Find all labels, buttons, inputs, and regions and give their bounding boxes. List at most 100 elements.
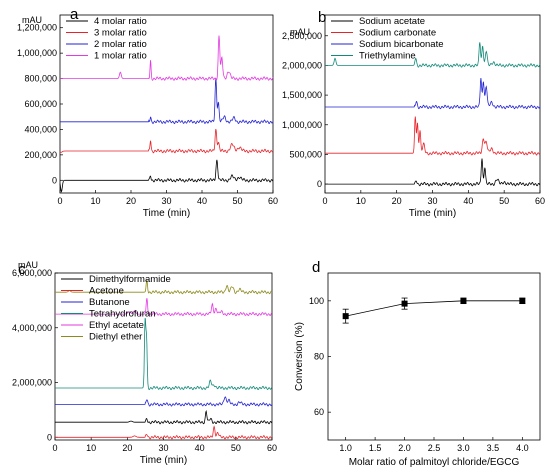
x-tick-label: 50 <box>231 443 241 453</box>
x-tick-label: 40 <box>463 196 473 206</box>
series-line-4 <box>55 298 272 317</box>
data-point <box>519 297 526 304</box>
legend-entry: Diethyl ether <box>89 332 142 343</box>
x-tick-label: 20 <box>126 196 136 206</box>
legend-entry: Acetone <box>89 286 124 297</box>
legend-entry: Tetrahydrofuran <box>89 309 156 320</box>
x-axis-label: Time (min) <box>409 208 456 219</box>
x-tick-label: 3.5 <box>487 443 500 453</box>
y-tick-label: 100 <box>309 296 324 306</box>
y-unit-label: mAU <box>290 27 310 37</box>
series-line-0 <box>55 409 273 425</box>
x-tick-label: 0 <box>322 196 327 206</box>
x-tick-label: 2.0 <box>398 443 411 453</box>
y-unit-label: mAU <box>18 260 38 270</box>
y-tick-label: 1,200,000 <box>17 23 57 33</box>
x-tick-label: 40 <box>195 443 205 453</box>
legend-entry: 2 molar ratio <box>94 39 147 50</box>
x-axis-label: Time (min) <box>143 208 190 219</box>
legend-entry: Triethylamine <box>359 51 416 62</box>
x-tick-label: 3.0 <box>457 443 470 453</box>
y-tick-label: 1,000,000 <box>282 120 322 130</box>
panel-a: a mAU 0 10 20 30 40 50 60 0 200,000 400,000 600,000 8… <box>17 6 278 219</box>
series-line-2 <box>60 78 274 125</box>
y-tick-label: 2,500,000 <box>282 31 322 41</box>
series-line-1 <box>59 128 274 154</box>
data-point <box>342 313 349 320</box>
y-axis-label: Conversion (%) <box>294 322 305 391</box>
legend-entry: 1 molar ratio <box>94 51 147 62</box>
x-axis-label: Time (min) <box>140 455 187 466</box>
y-tick-label: 500,000 <box>289 149 322 159</box>
y-unit-label: mAU <box>22 15 42 25</box>
data-point <box>401 300 408 307</box>
legend-entry: 4 molar ratio <box>94 16 147 27</box>
series-line-2 <box>325 78 541 110</box>
legend-entry: Sodium bicarbonate <box>359 39 444 50</box>
x-tick-label: 30 <box>161 196 171 206</box>
panel-label-c: c <box>18 261 26 278</box>
x-tick-label: 60 <box>267 443 277 453</box>
y-tick-label: 2,000,000 <box>12 378 52 388</box>
y-tick-label: 400,000 <box>24 124 57 134</box>
y-tick-label: 80 <box>314 352 324 362</box>
x-tick-label: 2.5 <box>428 443 441 453</box>
x-tick-label: 10 <box>86 443 96 453</box>
x-axis-label: Molar ratio of palmitoyl chloride/EGCG <box>349 457 520 468</box>
x-tick-label: 20 <box>392 196 402 206</box>
legend-entry: Ethyl acetate <box>89 320 144 331</box>
plot-frame <box>327 272 541 441</box>
series-line-1 <box>55 425 273 440</box>
y-tick-label: 60 <box>314 407 324 417</box>
x-tick-label: 0 <box>57 196 62 206</box>
panel-label-b: b <box>318 9 326 26</box>
data-point <box>460 297 467 304</box>
series-line-5 <box>55 280 273 295</box>
x-tick-label: 10 <box>90 196 100 206</box>
data-line <box>345 300 523 317</box>
x-tick-label: 20 <box>122 443 132 453</box>
x-tick-label: 40 <box>197 196 207 206</box>
x-tick-label: 30 <box>427 196 437 206</box>
y-tick-label: 2,000,000 <box>282 60 322 70</box>
y-tick-label: 800,000 <box>24 74 57 84</box>
legend-entry: 3 molar ratio <box>94 28 147 39</box>
legend-entry: Butanone <box>89 297 130 308</box>
y-tick-label: 200,000 <box>24 150 57 160</box>
x-tick-label: 60 <box>535 196 545 206</box>
x-tick-label: 10 <box>356 196 366 206</box>
y-tick-label: 4,000,000 <box>12 323 52 333</box>
legend-entry: Dimethylformamide <box>89 274 171 285</box>
panel-label-a: a <box>70 6 79 23</box>
y-tick-label: 0 <box>47 432 52 442</box>
x-tick-label: 30 <box>158 443 168 453</box>
y-tick-label: 0 <box>317 179 322 189</box>
x-tick-label: 60 <box>268 196 278 206</box>
x-tick-label: 50 <box>232 196 242 206</box>
x-tick-label: 50 <box>499 196 509 206</box>
x-tick-label: 1.0 <box>339 443 352 453</box>
series-line-3 <box>60 35 274 81</box>
series-line-1 <box>325 116 541 156</box>
series-line-0 <box>59 159 274 193</box>
legend-entry: Sodium carbonate <box>359 28 436 39</box>
series-line-3 <box>325 42 541 68</box>
series-line-0 <box>325 158 541 187</box>
y-tick-label: 6,000,000 <box>12 268 52 278</box>
series-line-2 <box>55 396 273 407</box>
plot-frame <box>59 14 274 194</box>
x-tick-label: 1.5 <box>369 443 382 453</box>
legend-entry: Sodium acetate <box>359 16 425 27</box>
y-tick-label: 600,000 <box>24 99 57 109</box>
x-tick-label: 4.0 <box>516 443 529 453</box>
y-tick-label: 1,500,000 <box>282 90 322 100</box>
panel-label-d: d <box>312 259 320 276</box>
y-tick-label: 0 <box>52 175 57 185</box>
series-line-3 <box>55 317 273 391</box>
plot-frame <box>54 272 273 441</box>
panel-d: d 1.0 1.5 2.0 2.5 3.0 3.5 4.0 60 80 100 Molar ratio… <box>294 259 541 468</box>
x-tick-label: 0 <box>52 443 57 453</box>
